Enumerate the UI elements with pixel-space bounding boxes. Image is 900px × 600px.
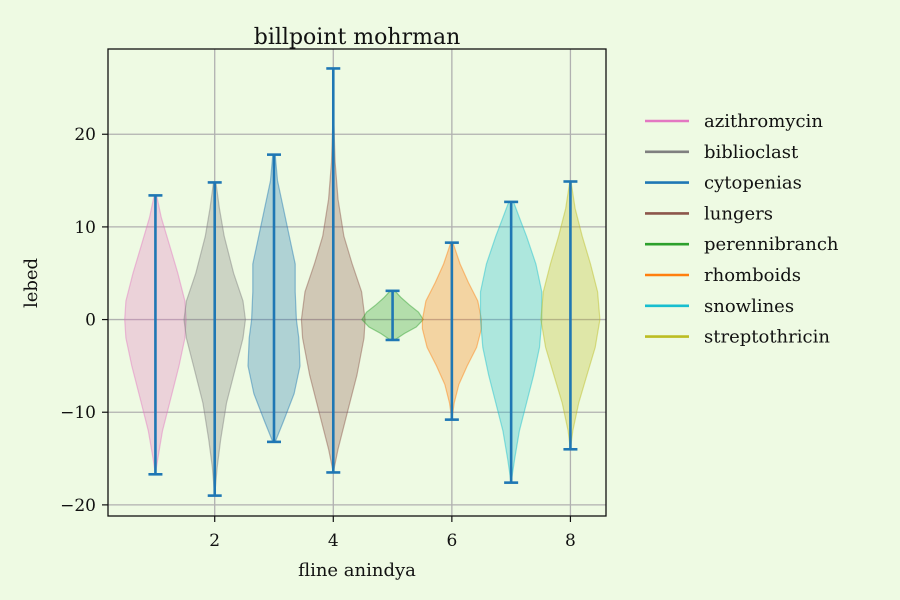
violin-whiskers	[148, 67, 578, 497]
legend-label-lungers: lungers	[704, 203, 773, 224]
legend-label-cytopenias: cytopenias	[704, 173, 802, 194]
legend-label-azithromycin: azithromycin	[704, 111, 823, 132]
y-tick-label: 20	[74, 125, 96, 145]
x-tick-label: 8	[565, 531, 576, 551]
y-tick-label: 10	[74, 218, 96, 238]
plot-frame	[107, 48, 607, 517]
legend-label-streptothricin: streptothricin	[704, 327, 830, 348]
y-axis-ticks: −20 −10 0 10 20	[60, 125, 108, 516]
legend-label-snowlines: snowlines	[704, 296, 794, 317]
legend: azithromycin biblioclast cytopenias lungers…	[645, 111, 839, 348]
legend-label-perennibranch: perennibranch	[704, 234, 839, 255]
violin-bodies	[124, 68, 601, 496]
x-tick-label: 6	[446, 531, 457, 551]
y-tick-label: 0	[85, 311, 96, 331]
x-tick-label: 4	[328, 531, 339, 551]
legend-label-biblioclast: biblioclast	[704, 142, 799, 163]
x-axis-ticks: 2 4 6 8	[209, 516, 576, 551]
y-tick-label: −20	[60, 496, 96, 516]
y-tick-label: −10	[60, 403, 96, 423]
x-tick-label: 2	[209, 531, 220, 551]
legend-label-rhomboids: rhomboids	[704, 265, 801, 286]
y-axis-label: lebed	[21, 258, 42, 308]
x-axis-label: fline anindya	[298, 560, 416, 581]
chart-title: billpoint mohrman	[254, 25, 461, 50]
